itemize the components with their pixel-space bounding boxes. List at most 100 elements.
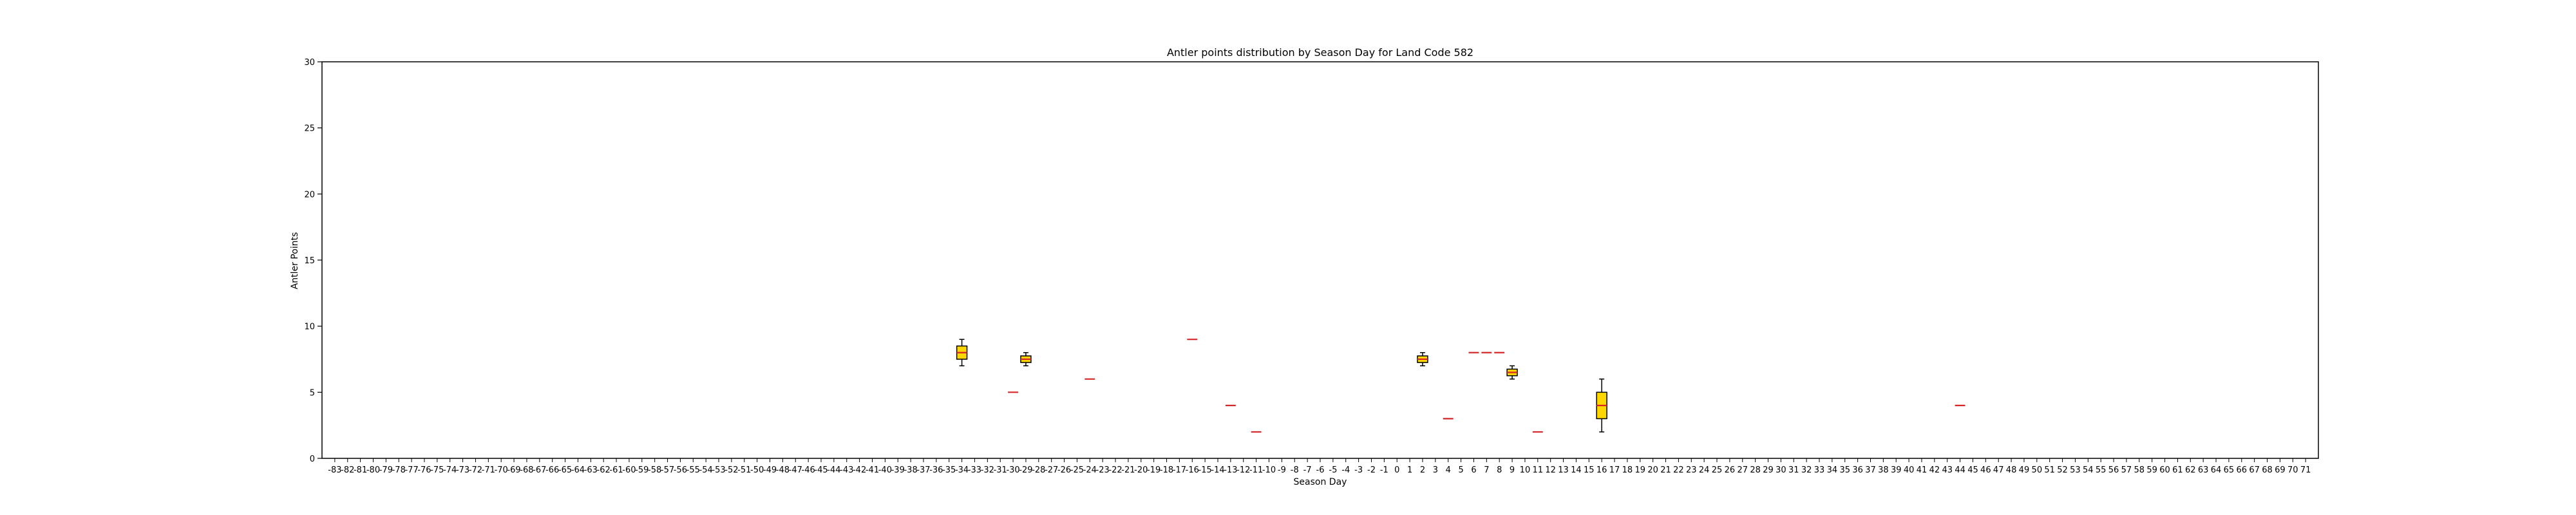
x-tick-label: -66	[545, 465, 559, 475]
x-tick-label: 47	[1993, 465, 2004, 475]
x-tick-label: -14	[1211, 465, 1224, 475]
x-tick-label: -33	[968, 465, 981, 475]
x-tick-label: 8	[1497, 465, 1502, 475]
x-tick-label: -39	[891, 465, 905, 475]
x-tick-label: -25	[1070, 465, 1084, 475]
x-tick-label: -8	[1291, 465, 1299, 475]
x-tick-label: -70	[495, 465, 508, 475]
x-tick-label: 7	[1484, 465, 1489, 475]
y-tick-label: 25	[304, 124, 315, 134]
chart-title: Antler points distribution by Season Day…	[1167, 46, 1473, 59]
x-tick-label: -46	[802, 465, 815, 475]
x-tick-label: 2	[1420, 465, 1425, 475]
x-tick-label: 20	[1647, 465, 1658, 475]
x-tick-label: 23	[1686, 465, 1697, 475]
x-tick-label: -5	[1329, 465, 1337, 475]
x-tick-label: -44	[827, 465, 840, 475]
x-tick-label: 43	[1942, 465, 1953, 475]
x-tick-label: -80	[366, 465, 380, 475]
x-tick-label: -63	[584, 465, 598, 475]
x-tick-label: -4	[1341, 465, 1350, 475]
x-tick-label: 70	[2287, 465, 2298, 475]
x-tick-label: -53	[712, 465, 725, 475]
x-tick-label: 62	[2185, 465, 2196, 475]
x-tick-label: 38	[1878, 465, 1889, 475]
x-tick-label: 32	[1801, 465, 1812, 475]
x-tick-label: -19	[1147, 465, 1160, 475]
y-tick-label: 5	[310, 388, 315, 398]
x-tick-label: -32	[981, 465, 994, 475]
x-tick-label: 54	[2083, 465, 2094, 475]
y-tick-label: 30	[304, 58, 315, 68]
x-tick-label: -56	[674, 465, 687, 475]
x-tick-label: -11	[1249, 465, 1263, 475]
x-tick-label: 27	[1737, 465, 1748, 475]
x-tick-label: -82	[341, 465, 354, 475]
x-tick-label: 48	[2006, 465, 2017, 475]
x-tick-label: -35	[942, 465, 956, 475]
x-tick-label: 69	[2275, 465, 2286, 475]
x-tick-label: -30	[1006, 465, 1019, 475]
x-tick-label: 66	[2236, 465, 2247, 475]
x-tick-label: -20	[1134, 465, 1148, 475]
box-day--29	[1020, 351, 1032, 367]
x-tick-label: -9	[1278, 465, 1286, 475]
x-tick-label: -31	[994, 465, 1007, 475]
x-tick-label: 53	[2070, 465, 2081, 475]
x-tick-label: -21	[1121, 465, 1135, 475]
x-tick-label: 58	[2134, 465, 2145, 475]
x-tick-label: -49	[763, 465, 777, 475]
x-tick-label: 45	[1967, 465, 1978, 475]
x-tick-label: -61	[609, 465, 623, 475]
x-tick-label: -26	[1057, 465, 1071, 475]
x-tick-label: 0	[1394, 465, 1399, 475]
y-axis: 0 5 10 15 20 25 30	[304, 58, 322, 464]
x-tick-label: 71	[2300, 465, 2311, 475]
x-tick-label: 39	[1891, 465, 1902, 475]
x-tick-label: 29	[1763, 465, 1774, 475]
x-tick-label: 42	[1929, 465, 1940, 475]
x-tick-label: 40	[1904, 465, 1915, 475]
box-day--34	[956, 339, 968, 367]
x-tick-label: 15	[1584, 465, 1595, 475]
x-tick-label: 14	[1571, 465, 1582, 475]
x-tick-label: 49	[2019, 465, 2030, 475]
x-tick-label: -37	[916, 465, 930, 475]
x-tick-label: 55	[2096, 465, 2107, 475]
x-tick-label: 3	[1433, 465, 1438, 475]
x-tick-label: -10	[1262, 465, 1276, 475]
x-tick-label: 18	[1622, 465, 1633, 475]
x-tick-label: 4	[1446, 465, 1451, 475]
x-tick-label: 31	[1788, 465, 1799, 475]
x-tick-label: -52	[724, 465, 738, 475]
x-tick-label: -67	[533, 465, 546, 475]
x-tick-label: -81	[354, 465, 367, 475]
x-tick-label: -58	[648, 465, 661, 475]
x-tick-label: 36	[1852, 465, 1863, 475]
x-tick-label: 51	[2044, 465, 2055, 475]
x-tick-label: 65	[2224, 465, 2235, 475]
x-tick-label: -28	[1032, 465, 1045, 475]
box-day-16	[1596, 379, 1607, 433]
x-tick-label: 57	[2121, 465, 2132, 475]
x-tick-label: 37	[1865, 465, 1876, 475]
y-tick-label: 15	[304, 256, 315, 266]
x-tick-label: 52	[2057, 465, 2068, 475]
x-tick-label: 33	[1814, 465, 1825, 475]
x-tick-label: -18	[1160, 465, 1173, 475]
x-tick-label: 12	[1545, 465, 1556, 475]
x-tick-label: 56	[2108, 465, 2119, 475]
x-tick-label: -43	[840, 465, 853, 475]
x-tick-label: -60	[622, 465, 636, 475]
x-tick-label: -7	[1303, 465, 1312, 475]
x-tick-label: 13	[1558, 465, 1569, 475]
x-tick-label: -62	[597, 465, 611, 475]
y-tick-label: 20	[304, 190, 315, 200]
x-tick-label: 1	[1407, 465, 1412, 475]
x-tick-label: -79	[379, 465, 393, 475]
x-tick-label: -45	[814, 465, 828, 475]
x-tick-label: -75	[430, 465, 444, 475]
x-tick-label: 34	[1827, 465, 1838, 475]
x-tick-label: -13	[1224, 465, 1237, 475]
y-axis-label: Antler Points	[290, 232, 300, 290]
